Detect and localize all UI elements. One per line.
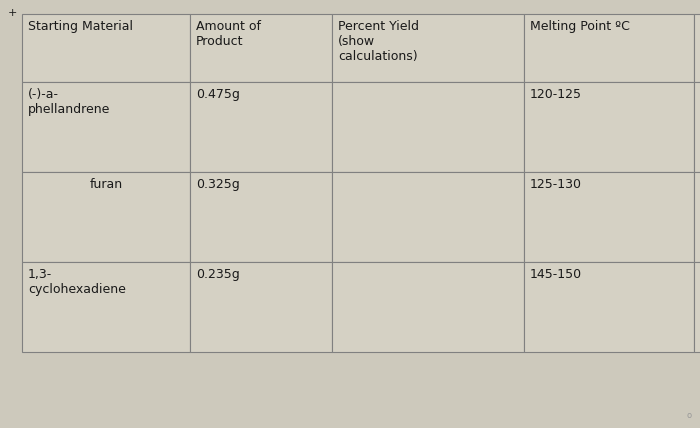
Text: 0.325g: 0.325g xyxy=(196,178,239,191)
Bar xyxy=(524,82,694,172)
Bar xyxy=(694,82,700,172)
Bar xyxy=(332,262,524,352)
Bar xyxy=(190,172,332,262)
Bar xyxy=(190,262,332,352)
Text: Melting Point ºC: Melting Point ºC xyxy=(530,20,630,33)
Bar xyxy=(22,262,190,352)
Bar xyxy=(524,262,694,352)
Text: furan: furan xyxy=(90,178,122,191)
Bar xyxy=(694,172,700,262)
Text: +: + xyxy=(8,8,18,18)
Bar xyxy=(22,172,190,262)
Text: Percent Yield
(show
calculations): Percent Yield (show calculations) xyxy=(338,20,419,63)
Text: 120-125: 120-125 xyxy=(530,88,582,101)
Bar xyxy=(22,82,190,172)
Text: 145-150: 145-150 xyxy=(530,268,582,281)
Bar xyxy=(524,172,694,262)
Text: 0.475g: 0.475g xyxy=(196,88,240,101)
Text: (-)-a-
phellandrene: (-)-a- phellandrene xyxy=(28,88,111,116)
Bar xyxy=(694,14,700,82)
Text: Amount of
Product: Amount of Product xyxy=(196,20,261,48)
Bar xyxy=(332,14,524,82)
Text: Starting Material: Starting Material xyxy=(28,20,133,33)
Bar xyxy=(190,82,332,172)
Bar xyxy=(22,14,190,82)
Text: 1,3-
cyclohexadiene: 1,3- cyclohexadiene xyxy=(28,268,126,296)
Bar xyxy=(332,172,524,262)
Bar xyxy=(694,262,700,352)
Bar xyxy=(524,14,694,82)
Bar xyxy=(332,82,524,172)
Bar xyxy=(190,14,332,82)
Text: 125-130: 125-130 xyxy=(530,178,582,191)
Text: 0.235g: 0.235g xyxy=(196,268,239,281)
Text: o: o xyxy=(687,411,692,420)
